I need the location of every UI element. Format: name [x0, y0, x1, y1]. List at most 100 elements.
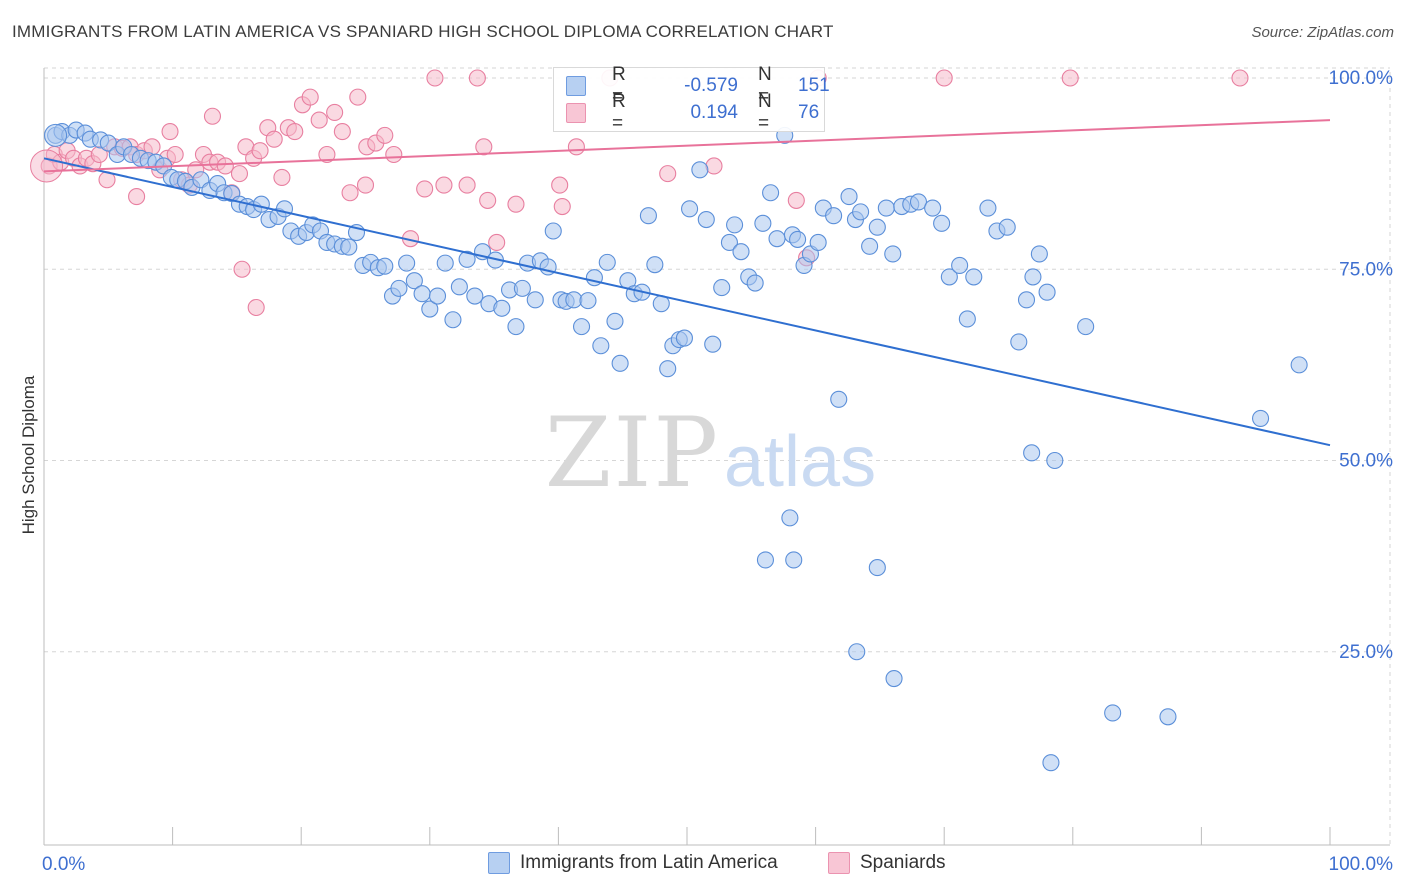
- spaniards-point: [310, 111, 328, 129]
- latin-america-point: [1024, 268, 1042, 286]
- latin-america-point: [885, 669, 903, 688]
- latin-america-point: [421, 300, 439, 318]
- latin-america-point: [681, 200, 699, 218]
- latin-america-point: [1030, 245, 1048, 263]
- latin-america-point: [275, 200, 294, 218]
- latin-america-point: [1038, 283, 1056, 301]
- latin-america-point: [909, 193, 928, 211]
- legend-r-value: 0.194: [690, 102, 738, 123]
- latin-america-point: [466, 287, 484, 305]
- latin-america-point: [565, 291, 583, 309]
- spaniards-point: [551, 176, 569, 194]
- spaniards-point: [787, 191, 805, 209]
- latin-america-point: [458, 250, 476, 268]
- latin-america-point: [754, 214, 772, 232]
- latin-america-point: [1252, 409, 1270, 427]
- latin-america-point: [924, 199, 942, 217]
- spaniards-point: [507, 195, 525, 213]
- latin-america-point: [868, 218, 886, 236]
- latin-america-point: [848, 643, 866, 661]
- latin-america-point: [1010, 333, 1028, 351]
- spaniards-trend-line: [43, 119, 1331, 173]
- axes: [43, 68, 1390, 846]
- series-legend-label: Spaniards: [860, 852, 946, 873]
- latin-america-point: [579, 292, 597, 310]
- latin-america-point: [713, 279, 731, 297]
- latin-america-point: [598, 253, 616, 271]
- legend-swatch-pink: [566, 103, 586, 123]
- latin-america-point: [1046, 451, 1064, 470]
- latin-america-point: [884, 245, 902, 263]
- spaniards-point: [247, 298, 265, 317]
- spaniards-point: [1231, 69, 1249, 87]
- watermark-zip: ZIP: [545, 397, 720, 509]
- latin-america-point: [1077, 318, 1095, 336]
- spaniards-point: [349, 88, 367, 106]
- spaniards-point: [435, 176, 453, 194]
- legend-r-value: -0.579: [684, 75, 738, 96]
- latin-america-point: [1104, 704, 1122, 722]
- latin-america-points: [44, 121, 1308, 772]
- legend-n-label: N =: [758, 64, 772, 107]
- latin-america-point: [606, 312, 624, 330]
- chart-title: IMMIGRANTS FROM LATIN AMERICA VS SPANIAR…: [12, 22, 834, 41]
- spaniards-point: [161, 123, 179, 141]
- latin-america-point: [979, 199, 997, 217]
- latin-america-point: [513, 279, 531, 297]
- spaniards-point: [479, 191, 497, 209]
- y-tick-label: 50.0%: [1339, 451, 1393, 472]
- source-credit: Source: ZipAtlas.com: [1251, 24, 1394, 41]
- latin-america-point: [675, 329, 693, 347]
- correlation-legend: R = -0.579 N = 151 R = 0.194 N = 76: [553, 64, 830, 134]
- x-tick-label-min: 0.0%: [42, 854, 85, 875]
- latin-america-point: [1017, 291, 1036, 309]
- spaniards-point: [203, 107, 222, 125]
- latin-america-point: [940, 268, 958, 286]
- latin-america-point: [691, 161, 709, 179]
- spaniards-point: [233, 260, 251, 278]
- legend-n-value: 151: [798, 75, 830, 96]
- y-tick-label: 100.0%: [1329, 68, 1394, 89]
- latin-america-point: [376, 257, 394, 275]
- latin-america-point: [933, 214, 951, 232]
- y-axis-title: High School Diploma: [19, 375, 38, 534]
- latin-america-point: [809, 233, 827, 252]
- latin-america-point: [405, 272, 423, 290]
- spaniards-point: [341, 184, 359, 202]
- legend-swatch-blue: [566, 76, 586, 96]
- series-legend: Immigrants from Latin America Spaniards: [0, 852, 1406, 876]
- spaniards-point: [385, 145, 403, 164]
- latin-america-point: [1023, 444, 1041, 462]
- series-legend-latin-america: Immigrants from Latin America: [488, 852, 778, 874]
- latin-america-point: [697, 210, 715, 229]
- latin-america-point: [44, 123, 68, 147]
- spaniards-point: [356, 176, 375, 194]
- axis-labels: 25.0% 50.0% 75.0% 100.0% 0.0% 100.0% High Scho…: [19, 68, 1393, 875]
- latin-america-point: [428, 287, 447, 305]
- spaniards-point: [216, 157, 234, 175]
- watermark-atlas: atlas: [724, 422, 876, 502]
- latin-america-point: [526, 291, 544, 309]
- spaniards-point: [286, 123, 304, 141]
- latin-america-point: [830, 390, 848, 408]
- latin-america-point: [768, 230, 786, 248]
- latin-america-point: [732, 243, 750, 261]
- latin-america-point: [825, 207, 843, 225]
- latin-america-point: [965, 268, 983, 286]
- latin-america-point: [507, 318, 525, 336]
- latin-america-point: [951, 256, 969, 274]
- spaniards-point: [458, 176, 476, 194]
- legend-n-value: 76: [798, 102, 820, 123]
- latin-america-point: [1159, 708, 1177, 726]
- spaniards-point: [488, 233, 506, 252]
- latin-america-point: [1290, 356, 1308, 374]
- spaniards-point: [553, 197, 571, 216]
- latin-america-point: [450, 278, 468, 296]
- latin-america-point: [659, 360, 677, 378]
- latin-america-point: [592, 337, 610, 355]
- latin-america-point: [544, 222, 562, 240]
- latin-america-point: [611, 354, 629, 372]
- latin-america-point: [639, 207, 657, 225]
- spaniards-point: [301, 88, 319, 106]
